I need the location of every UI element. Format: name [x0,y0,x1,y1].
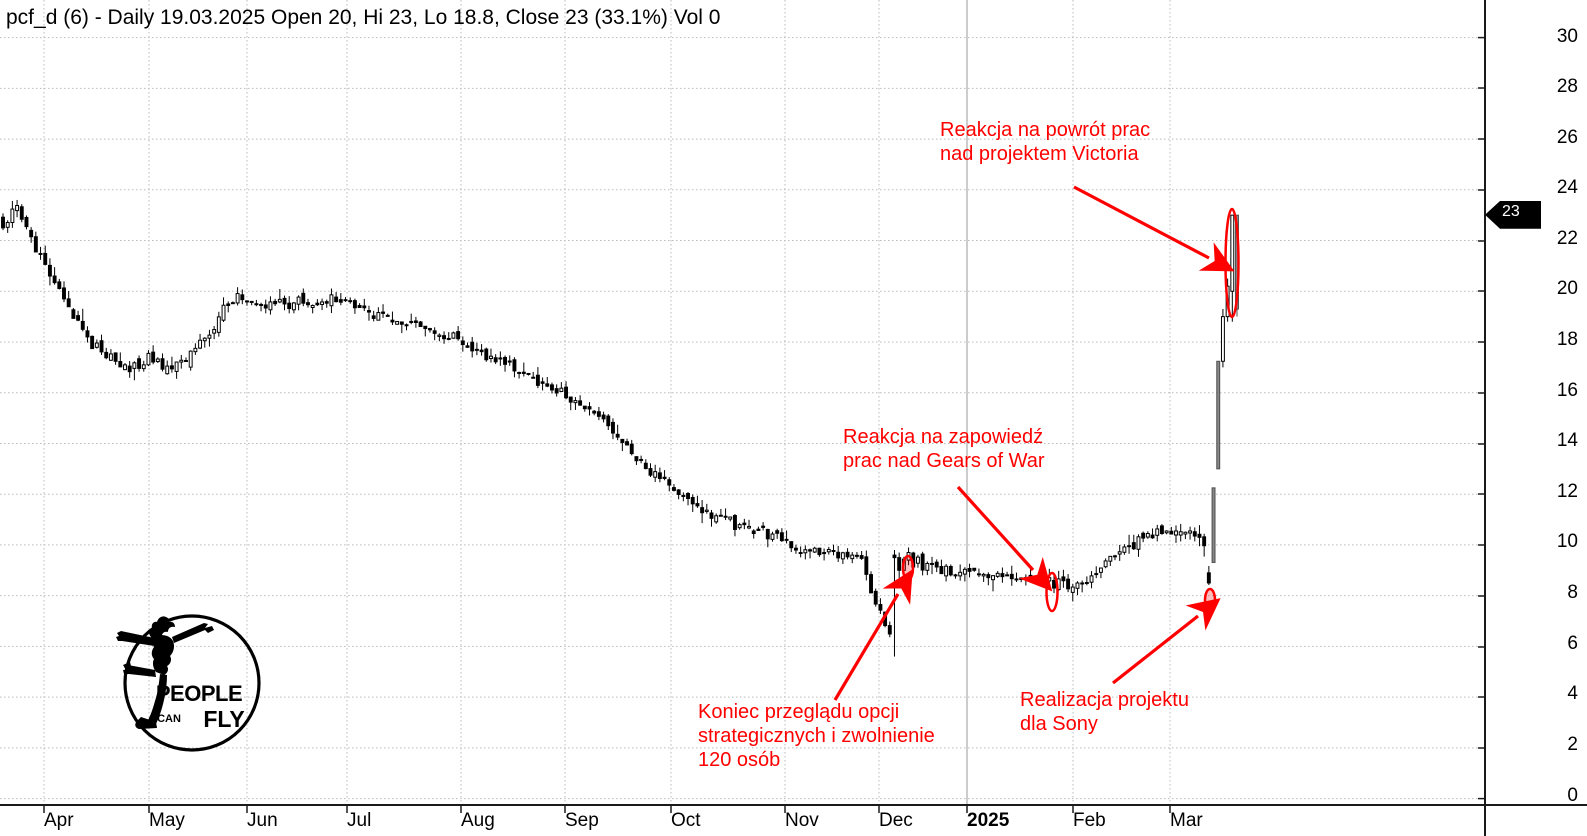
svg-text:CAN: CAN [157,713,181,725]
svg-text:PEOPLE: PEOPLE [156,681,242,706]
svg-text:FLY: FLY [203,706,244,732]
